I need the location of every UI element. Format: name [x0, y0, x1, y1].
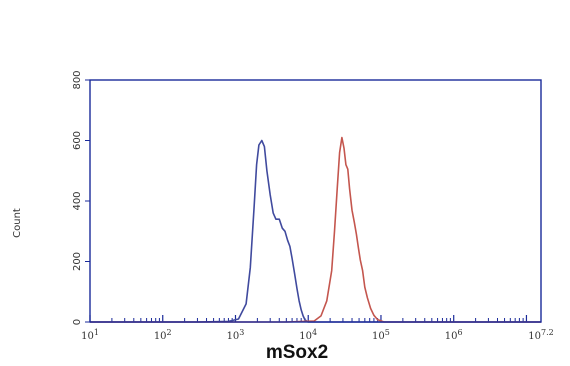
- tick-labels-layer: 0 200 400 600 800 101 102 103 104 105 106 107.2: [72, 70, 554, 342]
- x-tick-label: 102: [154, 328, 172, 342]
- x-tick-label: 103: [227, 328, 245, 342]
- red-histogram-line: [90, 136, 541, 323]
- y-tick-label: 0: [72, 319, 83, 325]
- x-tick-label: 107.2: [528, 328, 553, 342]
- y-axis-label: Count: [12, 208, 23, 238]
- y-tick-label: 400: [72, 191, 83, 210]
- x-tick-label: 104: [299, 328, 317, 342]
- x-tick-label: 105: [372, 328, 390, 342]
- tick-marks-layer: [85, 79, 528, 323]
- y-tick-label: 600: [72, 131, 83, 150]
- y-tick-label: 800: [72, 70, 83, 89]
- series-layer: [90, 136, 541, 323]
- x-tick-label: 101: [81, 328, 99, 342]
- blue-histogram-line: [90, 139, 541, 323]
- y-tick-label: 200: [72, 252, 83, 271]
- x-axis-label: mSox2: [266, 342, 328, 363]
- plot-frame: [89, 79, 542, 323]
- x-tick-label: 106: [445, 328, 463, 342]
